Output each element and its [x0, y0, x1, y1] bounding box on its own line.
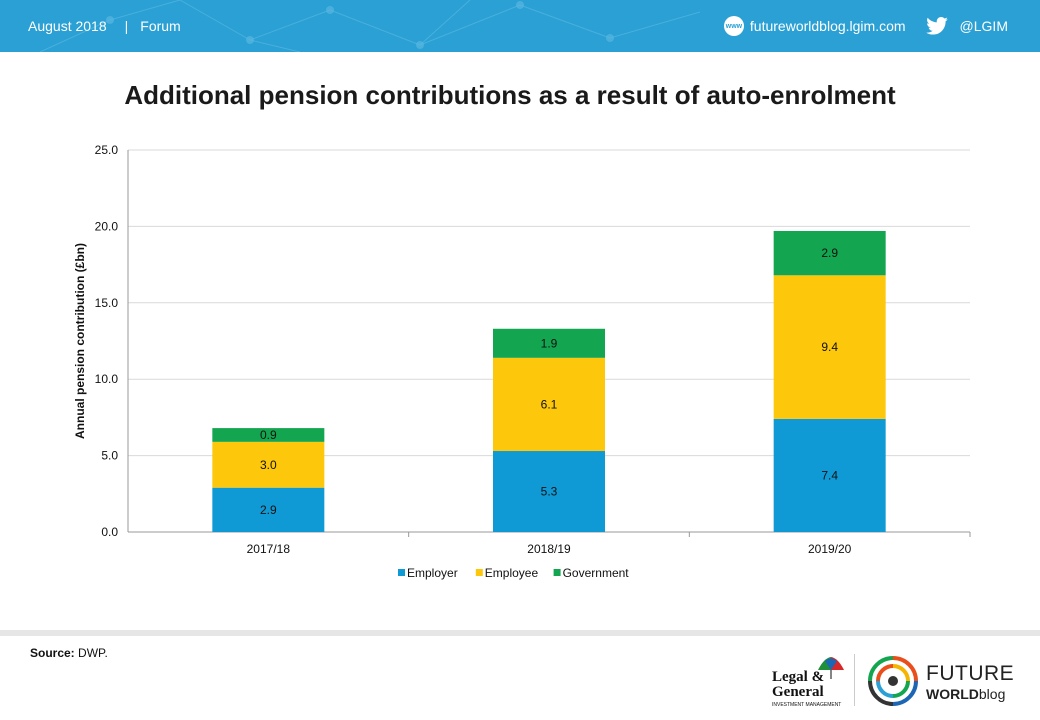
network-pattern-decoration	[39, 0, 701, 52]
lg-subtitle: INVESTMENT MANAGEMENT	[772, 702, 842, 708]
bar-employee-0	[212, 441, 325, 488]
x-tick-label: 2017/18	[247, 542, 291, 556]
bar-employer-1	[493, 451, 605, 532]
source-note: Source: DWP.	[30, 646, 108, 660]
chart-title: Additional pension contributions as a re…	[124, 80, 896, 110]
bar-government-0	[212, 428, 325, 442]
x-tick-label: 2018/19	[527, 542, 571, 556]
source-text: DWP.	[74, 646, 108, 660]
data-label: 6.1	[541, 397, 558, 411]
data-label: 5.3	[541, 485, 558, 499]
data-label: 2.9	[260, 503, 277, 517]
future-world-ring-icon	[868, 656, 918, 706]
future-world-blog-logo: FUTURE WORLDblog	[866, 654, 1016, 708]
fw-blog-text: blog	[978, 686, 1006, 702]
y-tick-label: 5.0	[101, 449, 118, 463]
legend-label-employer: Employer	[407, 566, 458, 580]
date-label: August 2018	[28, 18, 107, 34]
fw-world-text: WORLD	[926, 686, 979, 702]
data-label: 1.9	[541, 336, 558, 350]
legend-label-employee: Employee	[485, 566, 539, 580]
y-tick-label: 10.0	[95, 372, 119, 386]
bar-employer-2	[773, 418, 886, 532]
legend-swatch-employer	[398, 569, 405, 576]
y-tick-label: 15.0	[95, 296, 119, 310]
y-tick-label: 20.0	[95, 219, 119, 233]
section-link[interactable]: Forum	[140, 18, 181, 34]
top-banner: August 2018 | Forum www futureworldblog.lg…	[0, 0, 1040, 52]
data-label: 0.9	[260, 428, 277, 442]
twitter-icon[interactable]	[925, 17, 948, 35]
website-link[interactable]: futureworldblog.lgim.com	[749, 18, 906, 34]
y-tick-label: 25.0	[95, 143, 119, 157]
data-label: 3.0	[260, 458, 277, 472]
umbrella-icon	[818, 657, 844, 679]
twitter-handle[interactable]: @LGIM	[959, 18, 1008, 34]
logo-divider	[854, 654, 855, 706]
bar-employer-0	[212, 487, 325, 532]
fw-future-text: FUTURE	[926, 662, 1015, 685]
lg-name-line1: Legal &	[772, 669, 825, 685]
y-tick-label: 0.0	[101, 525, 118, 539]
bar-employee-2	[773, 275, 886, 419]
data-label: 7.4	[821, 468, 838, 482]
bar-employee-1	[493, 357, 605, 452]
footer-divider	[0, 630, 1040, 636]
legend-swatch-government	[553, 569, 561, 576]
source-label: Source:	[30, 646, 75, 660]
x-tick-label: 2019/20	[808, 542, 852, 556]
data-label: 2.9	[821, 246, 838, 260]
lg-name-line2: General	[772, 684, 824, 700]
legal-general-logo: Legal & General INVESTMENT MANAGEMENT	[772, 656, 846, 708]
data-label: 9.4	[821, 340, 838, 354]
bar-government-1	[493, 328, 605, 358]
www-icon: www	[723, 16, 744, 36]
stacked-bar-chart: 0.0 5.0 10.0 15.0 20.0 25.0 Annual pension con…	[73, 143, 971, 580]
y-axis-label: Annual pension contribution (£bn)	[73, 243, 87, 439]
legend-swatch-employee	[475, 569, 483, 576]
legend-label-government: Government	[563, 566, 630, 580]
bar-government-2	[773, 230, 886, 276]
header-separator: |	[124, 18, 129, 34]
